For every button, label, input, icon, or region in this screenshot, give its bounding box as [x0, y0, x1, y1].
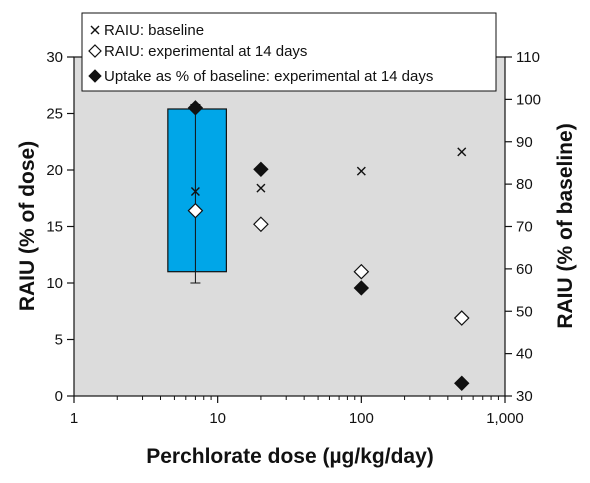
legend-label-experimental: RAIU: experimental at 14 days: [104, 43, 307, 60]
legend-label-uptake: Uptake as % of baseline: experimental at…: [104, 68, 433, 85]
legend-item-uptake: Uptake as % of baseline: experimental at…: [88, 68, 433, 85]
y-left-axis-title: RAIU (% of dose): [16, 141, 39, 311]
baseline-point: [356, 166, 366, 176]
y-left-tick-label: 30: [46, 49, 63, 66]
experimental-point: [187, 202, 204, 219]
y-left-tick-label: 25: [46, 106, 63, 123]
y-right-tick-label: 60: [516, 261, 533, 278]
baseline-point: [256, 183, 266, 193]
y-right-axis-title: RAIU (% of baseline): [554, 123, 577, 328]
x-tick-label: 1,000: [486, 410, 524, 427]
y-left-tick-label: 10: [46, 275, 63, 292]
y-left-tick-label: 15: [46, 219, 63, 236]
x-tick-label: 10: [209, 410, 226, 427]
y-left-tick-label: 20: [46, 162, 63, 179]
experimental-point: [453, 310, 470, 326]
baseline-point: [190, 186, 200, 196]
y-left-tick-label: 0: [55, 388, 63, 405]
y-right-tick-label: 30: [516, 388, 533, 405]
filled-diamond-icon: [88, 69, 102, 83]
y-right-tick-label: 40: [516, 346, 533, 363]
x-marker-icon: [90, 25, 100, 35]
y-right-tick-label: 110: [516, 49, 540, 66]
y-right-tick-label: 100: [516, 91, 541, 108]
y-right-tick-label: 90: [516, 134, 533, 151]
uptake-point: [187, 100, 204, 116]
uptake-point: [353, 280, 370, 296]
experimental-point: [253, 216, 269, 233]
y-right-tick-label: 80: [516, 176, 533, 193]
y-right-tick-label: 50: [516, 303, 533, 320]
y-left-tick-label: 5: [55, 332, 63, 349]
uptake-point: [253, 161, 269, 178]
experimental-point: [353, 263, 370, 280]
legend-box: [81, 12, 497, 92]
legend-label-baseline: RAIU: baseline: [104, 22, 204, 39]
uptake-point: [454, 375, 470, 391]
x-tick-label: 1: [70, 410, 78, 427]
y-right-tick-label: 70: [516, 219, 533, 236]
legend: RAIU: baseline RAIU: experimental at 14 …: [81, 12, 497, 92]
open-diamond-icon: [88, 44, 102, 58]
legend-item-baseline: RAIU: baseline: [90, 22, 204, 39]
x-tick-label: 100: [349, 410, 374, 427]
x-axis-title: Perchlorate dose (µg/kg/day): [146, 445, 434, 468]
legend-item-experimental: RAIU: experimental at 14 days: [88, 43, 307, 60]
baseline-point: [457, 147, 467, 157]
plot-area: [73, 56, 506, 397]
